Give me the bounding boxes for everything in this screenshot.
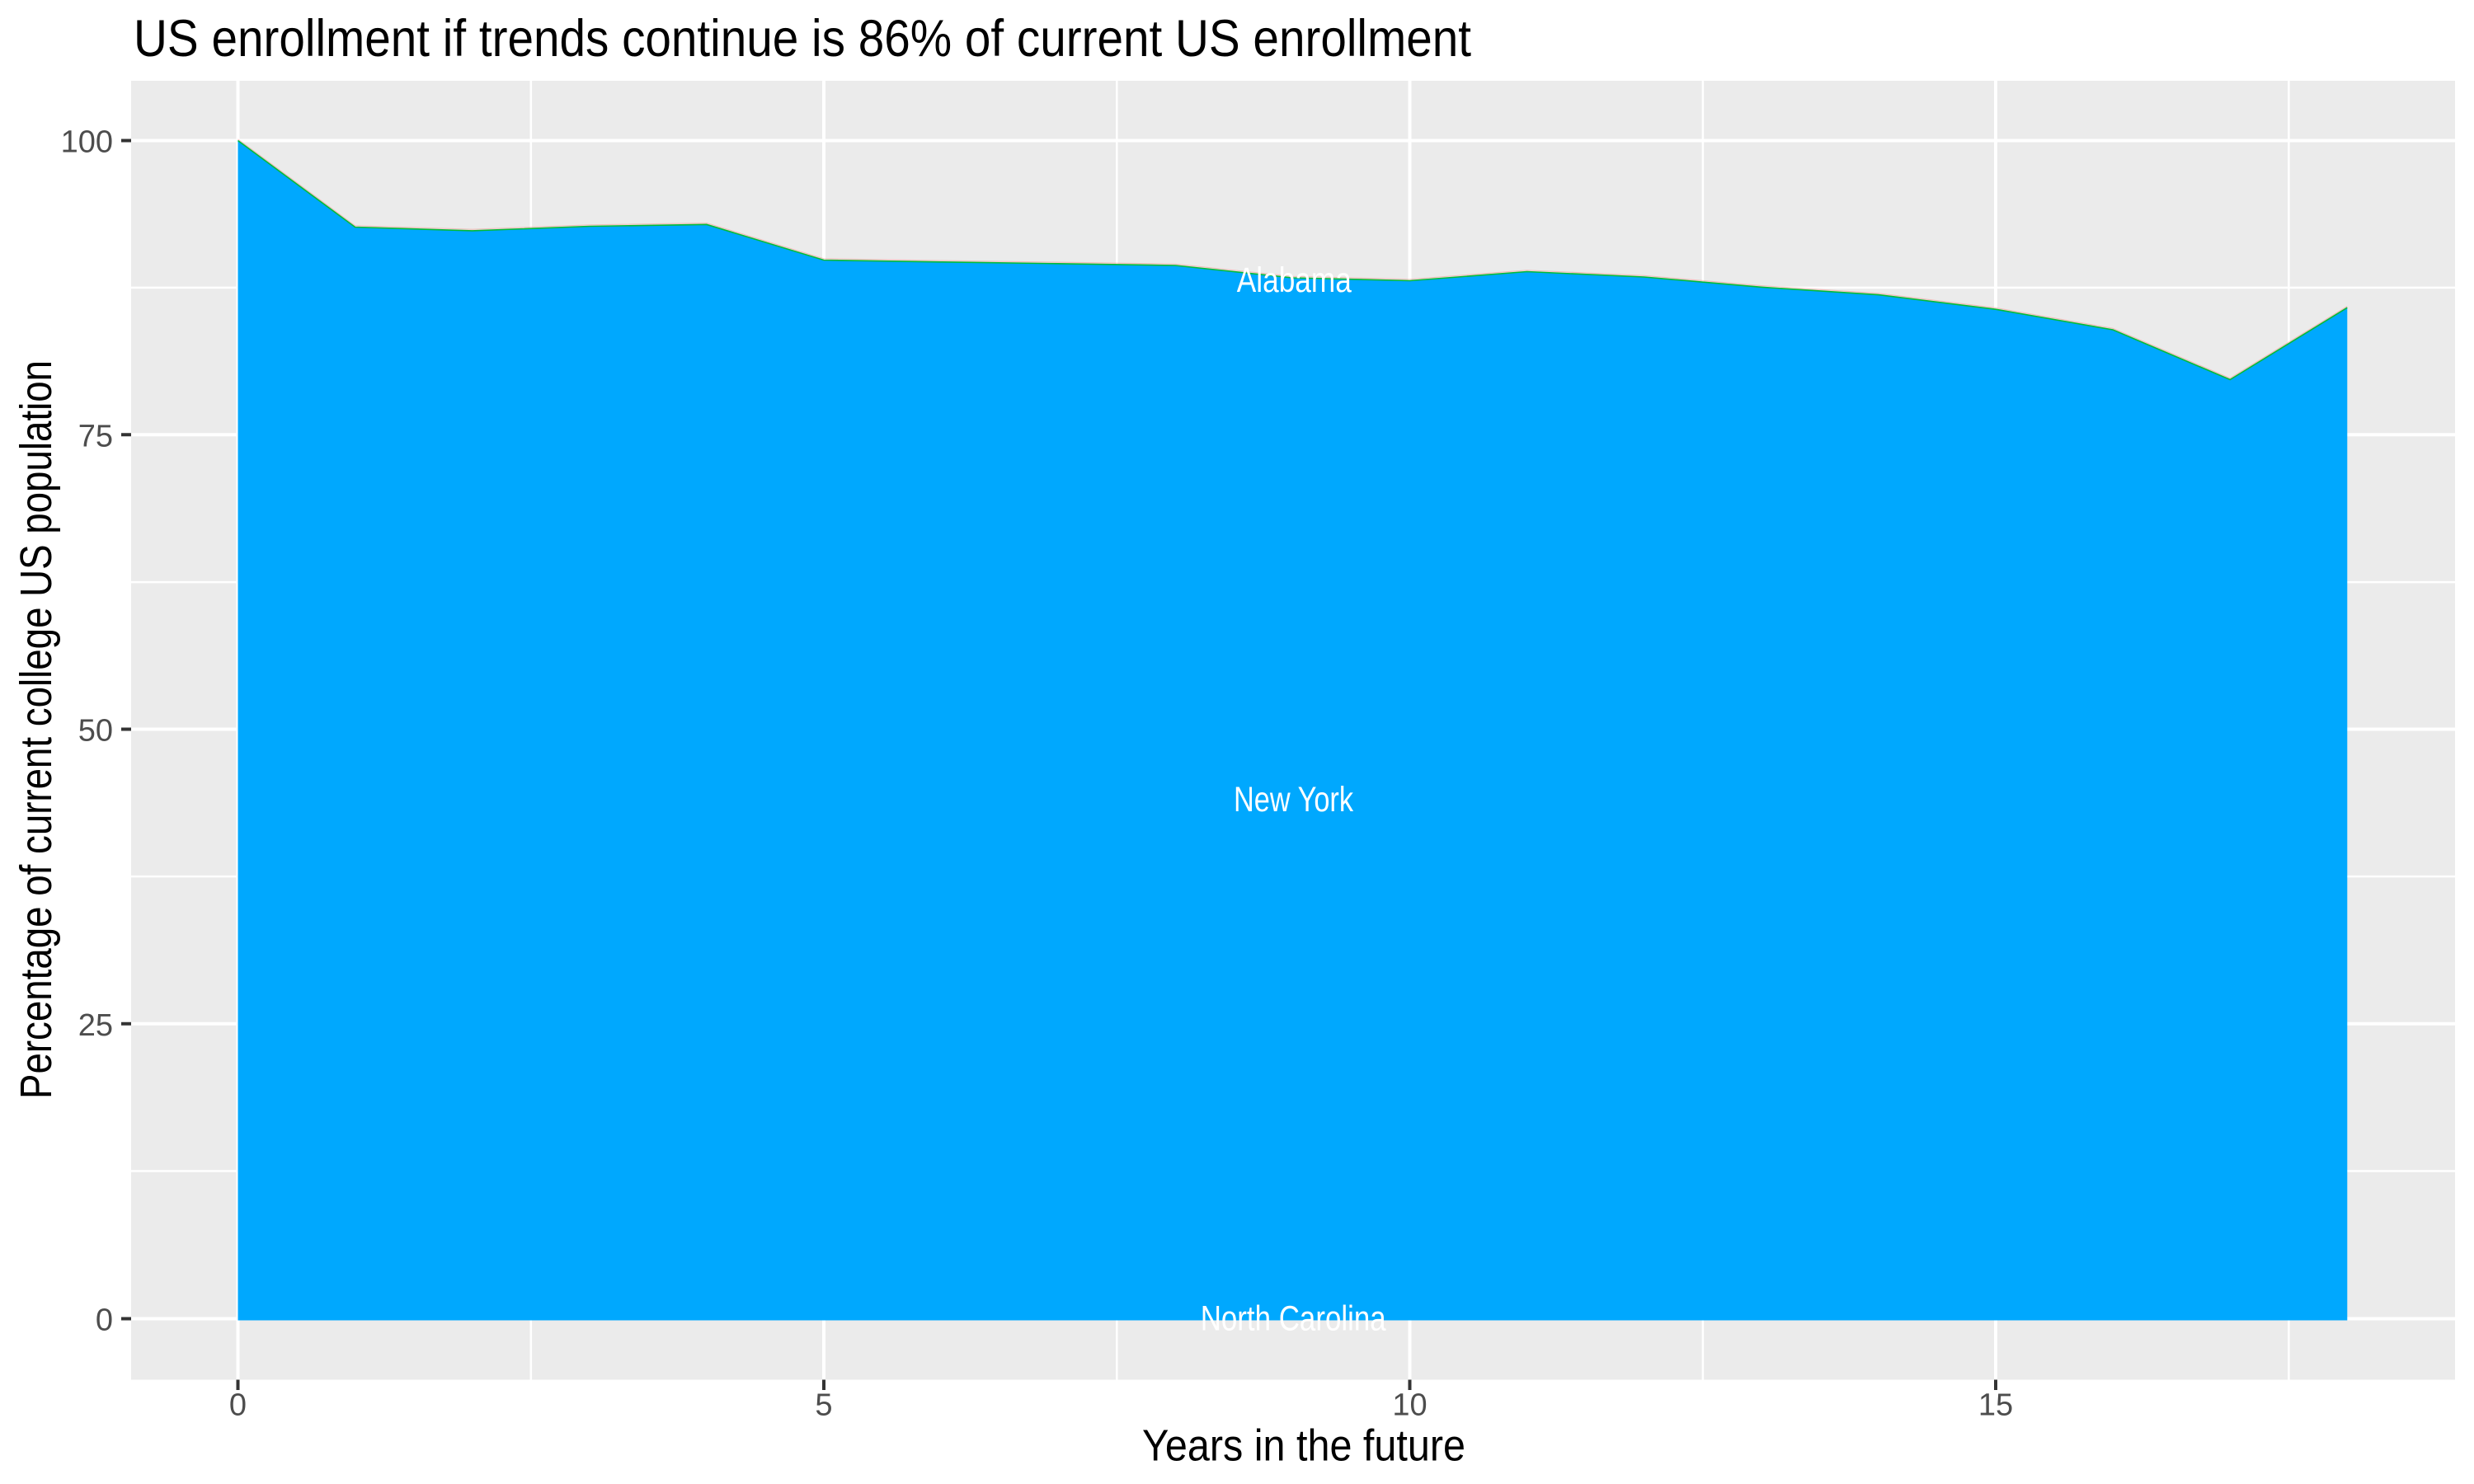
svg-text:0: 0 <box>96 1303 113 1338</box>
svg-text:50: 50 <box>78 714 113 749</box>
svg-text:US enrollment if trends contin: US enrollment if trends continue is 86% … <box>134 10 1471 68</box>
svg-text:75: 75 <box>78 419 113 453</box>
svg-text:New York: New York <box>1234 780 1353 819</box>
svg-text:10: 10 <box>1392 1388 1427 1422</box>
svg-text:Percentage of current college: Percentage of current college US populat… <box>12 360 61 1099</box>
svg-text:5: 5 <box>815 1388 832 1422</box>
svg-text:North Carolina: North Carolina <box>1201 1298 1386 1338</box>
svg-text:Alabama: Alabama <box>1237 261 1352 300</box>
svg-text:25: 25 <box>78 1008 113 1043</box>
svg-text:0: 0 <box>229 1388 247 1422</box>
svg-text:100: 100 <box>61 125 113 160</box>
svg-text:Years in the future: Years in the future <box>1142 1421 1465 1471</box>
svg-text:15: 15 <box>1978 1388 2013 1422</box>
